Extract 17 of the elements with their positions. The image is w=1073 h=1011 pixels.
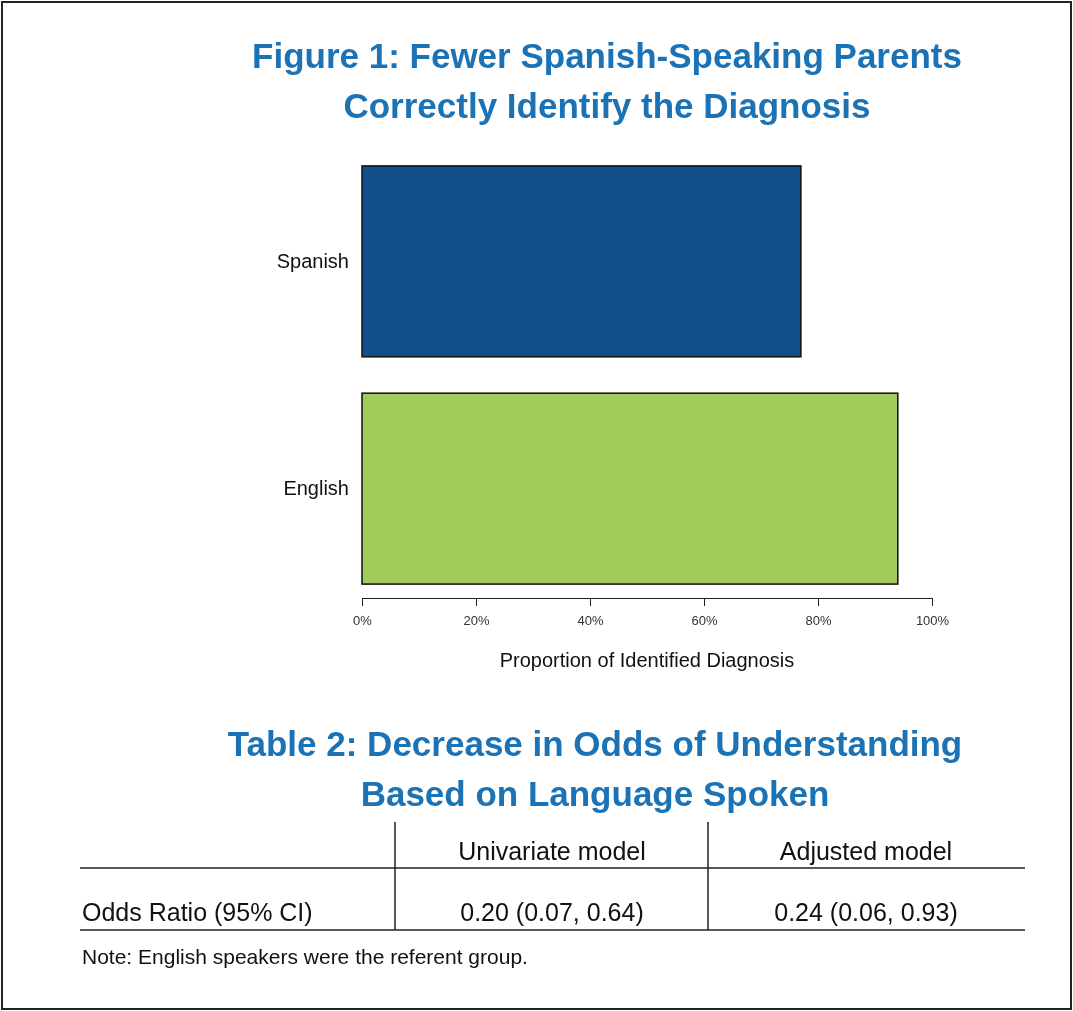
x-tick-label: 20% — [463, 613, 490, 629]
x-tick-label: 80% — [805, 613, 832, 629]
text: Note: English speakers were the referent group. — [82, 945, 528, 968]
y-tick-label: Spanish — [276, 249, 349, 272]
x-axis-title: Proportion of Identified Diagnosis — [499, 649, 795, 671]
y-tick-label: English — [283, 477, 349, 500]
text: Univariate model — [458, 837, 646, 865]
chart-title: Figure 1: Fewer Spanish-Speaking Parents Correctly Identify the Diagnosis — [252, 36, 962, 125]
x-tick-label: 60% — [691, 613, 718, 629]
x-tick-label: 100% — [915, 613, 950, 629]
text: 0.24 (0.06, 0.93) — [774, 898, 958, 926]
text: 0.20 (0.07, 0.64) — [460, 898, 644, 926]
text: Table 2: Decrease in Odds of Understanding Based on Language Spoken — [227, 724, 963, 813]
x-tick-label: 40% — [577, 613, 604, 629]
text: Odds Ratio (95% CI) — [82, 898, 313, 926]
text: Adjusted model — [779, 837, 953, 865]
x-tick-label: 0% — [353, 613, 373, 629]
